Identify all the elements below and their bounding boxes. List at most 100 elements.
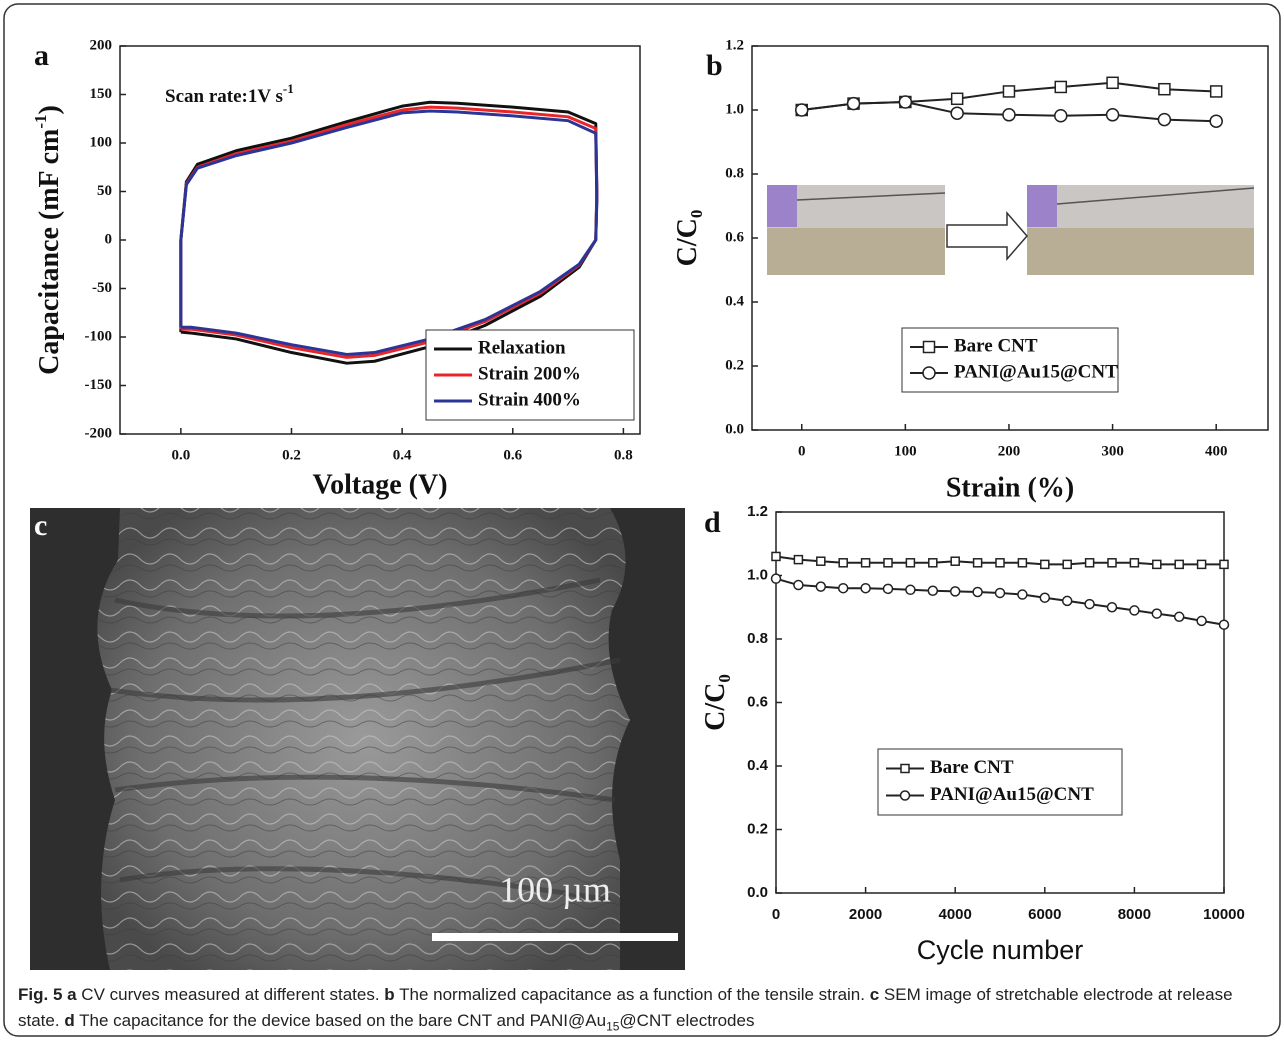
marker: [772, 574, 781, 583]
marker: [1197, 616, 1206, 625]
marker: [1063, 560, 1071, 568]
marker: [1175, 560, 1183, 568]
marker: [1158, 114, 1170, 126]
photo-clip: [1027, 185, 1057, 227]
marker: [906, 585, 915, 594]
y-tick-label: 0.0: [725, 421, 744, 437]
y-tick-label: 0.2: [725, 357, 744, 373]
y-axis-label: C/C0: [672, 210, 705, 267]
y-axis-label-end: ): [34, 105, 65, 114]
legend-label: PANI@Au15@CNT: [954, 361, 1118, 382]
marker: [861, 584, 870, 593]
marker: [1055, 110, 1067, 122]
y-axis-label-text: C/C: [700, 683, 731, 731]
caption-text: CV curves measured at different states.: [77, 985, 385, 1004]
marker: [1211, 86, 1222, 97]
inset-photos: [767, 185, 1254, 275]
marker: [1041, 560, 1049, 568]
y-tick-label: -50: [92, 280, 112, 296]
legend-label: Relaxation: [478, 337, 566, 358]
marker: [1108, 603, 1117, 612]
photo-ruler: [1027, 228, 1254, 275]
scale-bar: [432, 933, 678, 941]
y-tick-label: 1.0: [747, 566, 768, 583]
legend-marker: [923, 367, 935, 379]
y-tick-label: 0.0: [747, 884, 768, 901]
marker: [1085, 600, 1094, 609]
marker: [1152, 609, 1161, 618]
marker: [951, 107, 963, 119]
marker: [848, 98, 860, 110]
panel-label: c: [34, 509, 47, 542]
panel-label: d: [704, 506, 721, 539]
x-axis-label: Voltage (V): [312, 469, 447, 500]
x-tick-label: 0.2: [282, 447, 301, 463]
y-tick-label: 0.6: [725, 229, 744, 245]
y-tick-label: 200: [90, 37, 113, 53]
x-tick-label: 8000: [1118, 906, 1151, 923]
x-tick-label: 0: [772, 906, 780, 923]
marker: [951, 587, 960, 596]
legend-marker: [901, 791, 910, 800]
x-tick-label: 0.4: [393, 447, 412, 463]
series-line: [181, 102, 597, 363]
y-tick-label: 0.6: [747, 693, 768, 710]
y-tick-label: 1.2: [747, 503, 768, 520]
panel-label: a: [34, 39, 49, 72]
legend-marker: [901, 765, 909, 773]
marker: [1130, 606, 1139, 615]
marker: [996, 559, 1004, 567]
marker: [884, 559, 892, 567]
photo-clip: [767, 185, 797, 227]
marker: [974, 559, 982, 567]
caption-text: The normalized capacitance as a function…: [395, 985, 870, 1004]
panel-label: b: [706, 49, 723, 82]
marker: [772, 552, 780, 560]
marker: [796, 104, 808, 116]
marker: [1153, 560, 1161, 568]
marker: [1175, 612, 1184, 621]
y-tick-label: 100: [90, 134, 113, 150]
marker: [839, 559, 847, 567]
marker: [1108, 559, 1116, 567]
marker: [1198, 560, 1206, 568]
y-tick-label: 0.2: [747, 820, 768, 837]
marker: [1040, 593, 1049, 602]
photo-ruler: [767, 228, 945, 275]
marker: [1130, 559, 1138, 567]
caption-text: Fig. 5 a: [18, 985, 77, 1004]
arrow: [947, 213, 1027, 259]
marker: [1018, 559, 1026, 567]
marker: [1063, 596, 1072, 605]
plot-frame: [776, 512, 1224, 893]
y-tick-label: 0.4: [747, 757, 769, 774]
marker: [1107, 109, 1119, 121]
x-tick-label: 0.8: [614, 447, 633, 463]
x-axis-label: Cycle number: [917, 935, 1084, 965]
x-tick-label: 2000: [849, 906, 882, 923]
y-axis-label-text: Capacitance (mF cm: [34, 129, 65, 375]
x-tick-label: 4000: [939, 906, 972, 923]
marker: [1220, 560, 1228, 568]
series-line: [181, 107, 597, 357]
sem-image: 100 µm c: [30, 508, 685, 970]
x-axis-label: Strain (%): [946, 472, 1074, 503]
y-axis-label: Capacitance (mF cm-1): [31, 105, 66, 375]
y-tick-label: -100: [85, 328, 113, 344]
x-tick-label: 400: [1205, 443, 1228, 459]
annotation-sup: -1: [283, 81, 294, 96]
legend-label: Bare CNT: [954, 335, 1038, 356]
x-tick-label: 0: [798, 443, 806, 459]
marker: [929, 559, 937, 567]
marker: [816, 582, 825, 591]
marker: [951, 557, 959, 565]
caption-text: The capacitance for the device based on …: [75, 1011, 606, 1030]
marker: [1003, 109, 1015, 121]
marker: [906, 559, 914, 567]
y-tick-label: 0.8: [725, 165, 744, 181]
y-tick-label: 50: [97, 183, 112, 199]
marker: [884, 584, 893, 593]
x-tick-label: 300: [1101, 443, 1124, 459]
y-tick-label: 0.4: [725, 293, 744, 309]
marker: [839, 584, 848, 593]
